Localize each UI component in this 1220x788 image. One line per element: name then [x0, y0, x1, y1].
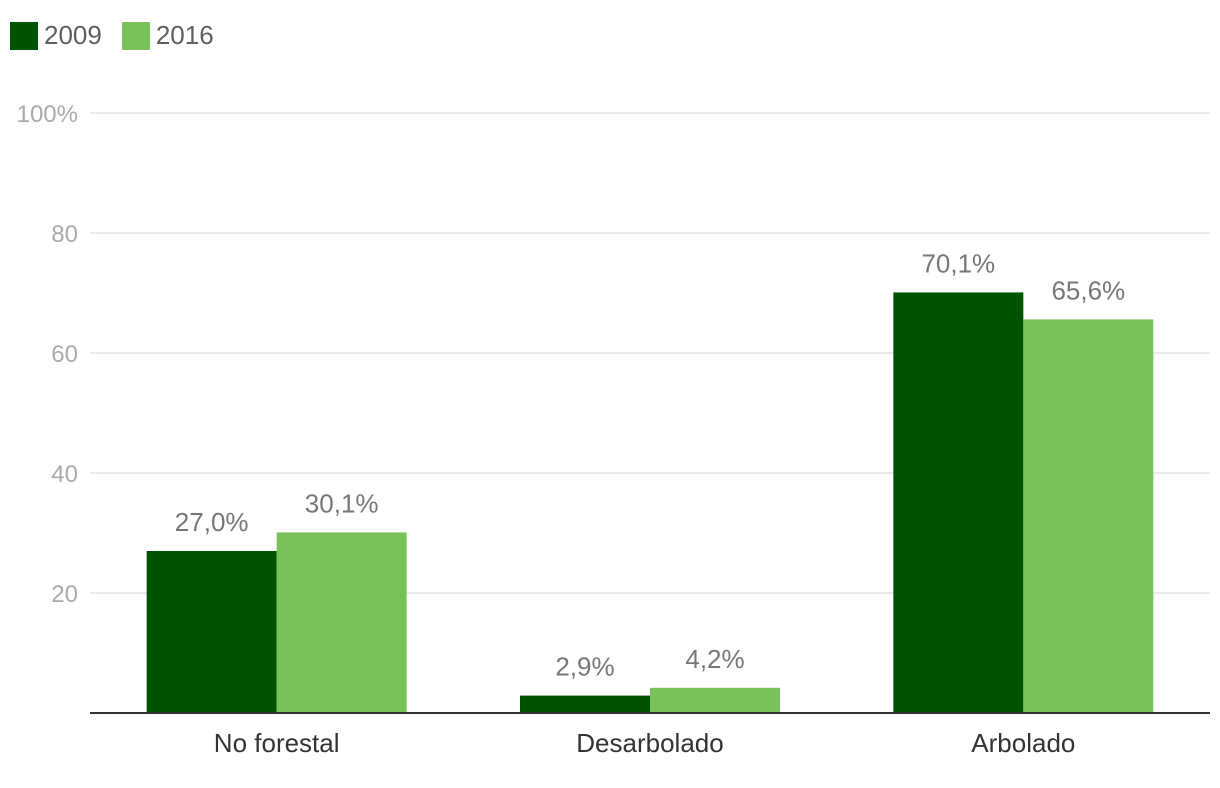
y-tick-label-80: 80	[51, 221, 78, 248]
data-label-no-forestal-2016: 30,1%	[305, 488, 379, 518]
bar-arbolado-2016	[1023, 319, 1154, 713]
x-tick-label-no-forestal: No forestal	[214, 728, 340, 758]
bar-desarbolado-2016	[650, 687, 780, 713]
bar-desarbolado-2009	[520, 695, 650, 713]
bar-arbolado-2009	[893, 292, 1024, 713]
legend-item-2016: 2016	[121, 20, 214, 51]
legend-swatch-2016	[121, 21, 150, 50]
y-tick-label-60: 60	[51, 341, 78, 368]
legend-swatch-2009	[10, 21, 38, 50]
legend-item-2009: 2009	[10, 20, 102, 51]
data-label-desarbolado-2009: 2,9%	[555, 652, 614, 682]
data-label-arbolado-2009: 70,1%	[921, 248, 995, 278]
data-label-no-forestal-2009: 27,0%	[175, 507, 249, 537]
y-tick-label-40: 40	[51, 461, 78, 488]
legend: 2009 2016	[10, 20, 214, 51]
bar-no-forestal-2016	[276, 532, 407, 713]
x-tick-label-arbolado: Arbolado	[971, 728, 1075, 758]
bar-no-forestal-2009	[146, 551, 277, 713]
y-tick-label-100: 100%	[17, 101, 78, 128]
data-label-arbolado-2016: 65,6%	[1051, 275, 1125, 305]
y-tick-label-20: 20	[51, 581, 78, 608]
legend-label-2016: 2016	[155, 20, 214, 50]
legend-label-2009: 2009	[44, 20, 102, 50]
data-label-desarbolado-2016: 4,2%	[685, 644, 744, 674]
x-tick-label-desarbolado: Desarbolado	[576, 728, 723, 758]
